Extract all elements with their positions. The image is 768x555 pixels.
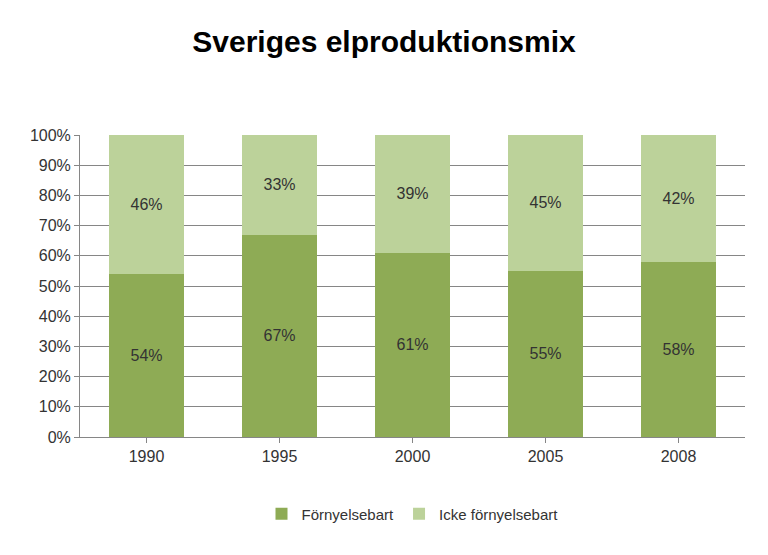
svg-text:0%: 0% [48,429,71,446]
svg-text:Sveriges elproduktionsmix: Sveriges elproduktionsmix [192,25,576,58]
svg-text:30%: 30% [39,338,71,355]
svg-text:1995: 1995 [262,448,298,465]
svg-text:54%: 54% [130,347,162,364]
svg-text:2000: 2000 [395,448,431,465]
svg-text:80%: 80% [39,187,71,204]
svg-text:Förnyelsebart: Förnyelsebart [302,506,395,523]
svg-text:10%: 10% [39,398,71,415]
svg-text:2008: 2008 [661,448,697,465]
svg-text:42%: 42% [662,190,694,207]
svg-text:67%: 67% [263,327,295,344]
svg-text:2005: 2005 [528,448,564,465]
svg-text:45%: 45% [529,194,561,211]
svg-text:33%: 33% [263,176,295,193]
svg-text:70%: 70% [39,217,71,234]
svg-text:61%: 61% [396,336,428,353]
svg-text:60%: 60% [39,247,71,264]
svg-text:58%: 58% [662,341,694,358]
svg-text:1990: 1990 [129,448,165,465]
svg-text:100%: 100% [30,127,71,144]
svg-text:90%: 90% [39,157,71,174]
svg-text:46%: 46% [130,196,162,213]
svg-text:Icke förnyelsebart: Icke förnyelsebart [439,506,558,523]
svg-text:40%: 40% [39,308,71,325]
svg-text:50%: 50% [39,278,71,295]
svg-text:20%: 20% [39,368,71,385]
svg-text:55%: 55% [529,345,561,362]
svg-text:39%: 39% [396,185,428,202]
